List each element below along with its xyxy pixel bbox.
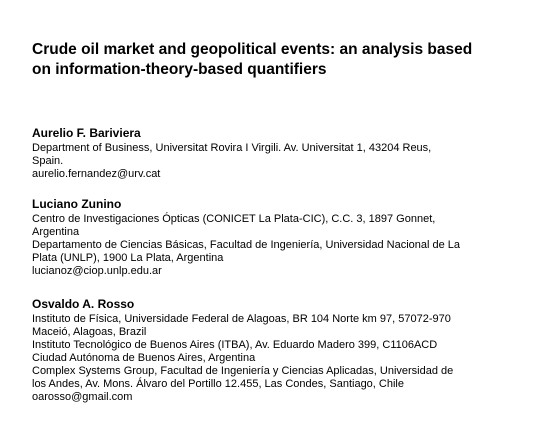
paper-title: Crude oil market and geopolitical events… bbox=[32, 40, 512, 80]
affiliation-line: Ciudad Autónoma de Buenos Aires, Argenti… bbox=[32, 352, 256, 364]
author-email: oarosso@gmail.com bbox=[32, 391, 133, 403]
author-block-zunino: Luciano Zunino Centro de Investigaciones… bbox=[32, 197, 510, 278]
affiliation-line: Spain. bbox=[32, 155, 64, 167]
affiliation-line: Department of Business, Universitat Rovi… bbox=[32, 142, 432, 154]
affiliation-line: los Andes, Av. Mons. Álvaro del Portillo… bbox=[32, 378, 404, 390]
affiliation-line: Centro de Investigaciones Ópticas (CONIC… bbox=[32, 213, 436, 225]
affiliation-line: Maceió, Alagoas, Brazil bbox=[32, 326, 147, 338]
affiliation-line: Departamento de Ciencias Básicas, Facult… bbox=[32, 239, 461, 251]
title-line-2: on information-theory-based quantifiers bbox=[32, 61, 327, 78]
author-name: Luciano Zunino bbox=[32, 197, 122, 211]
author-block-rosso: Osvaldo A. Rosso Instituto de Física, Un… bbox=[32, 297, 510, 404]
author-email: aurelio.fernandez@urv.cat bbox=[32, 168, 161, 180]
affiliation-line: Instituto de Física, Universidade Federa… bbox=[32, 313, 451, 325]
title-line-1: Crude oil market and geopolitical events… bbox=[32, 41, 473, 58]
author-name: Aurelio F. Bariviera bbox=[32, 126, 141, 140]
affiliation-line: Argentina bbox=[32, 226, 80, 238]
author-name: Osvaldo A. Rosso bbox=[32, 297, 135, 311]
affiliation-line: Instituto Tecnológico de Buenos Aires (I… bbox=[32, 339, 438, 351]
author-block-bariviera: Aurelio F. Bariviera Department of Busin… bbox=[32, 126, 510, 181]
affiliation-line: Complex Systems Group, Facultad de Ingen… bbox=[32, 365, 454, 377]
author-email: lucianoz@ciop.unlp.edu.ar bbox=[32, 265, 162, 277]
affiliation-line: Plata (UNLP), 1900 La Plata, Argentina bbox=[32, 252, 224, 264]
